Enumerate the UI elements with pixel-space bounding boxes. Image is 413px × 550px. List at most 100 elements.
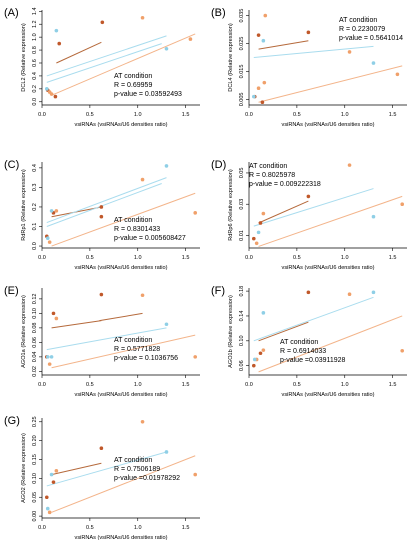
- panel-4-data-point: [99, 292, 104, 297]
- panel-5-fit-line: [258, 321, 309, 342]
- panel-0-data-point: [44, 87, 49, 91]
- panel-6-data-point: [47, 510, 52, 515]
- panel-4-letter: (E): [4, 285, 19, 297]
- panel-5-data-point: [252, 357, 257, 362]
- panel-6-data-point: [49, 472, 54, 477]
- panel-2-data-point: [140, 177, 145, 182]
- panel-4-data-point: [49, 355, 54, 359]
- panel-3-data-point: [256, 230, 261, 235]
- panel-5-annotation-line: p-value =0.03911928: [280, 357, 346, 364]
- panel-1-fit-line: [253, 45, 374, 58]
- panel-5-data-point: [347, 292, 352, 297]
- panel-3-y-tick-label: 0.01: [239, 230, 245, 241]
- panel-6-y-tick-label: 0.15: [32, 454, 38, 465]
- panel-6-data-point: [164, 450, 169, 454]
- panel-6-letter: (G): [4, 415, 20, 427]
- panel-0-data-point: [54, 28, 59, 33]
- panel-5-y-tick-label: 0.18: [239, 286, 245, 297]
- panel-4-data-point: [193, 355, 198, 359]
- panel-6-y-tick-label: 0.20: [32, 435, 38, 446]
- panel-6-data-point: [45, 506, 50, 511]
- panel-2-x-tick-label: 1.5: [182, 255, 190, 261]
- panel-3-annotation-line: AT condition: [249, 163, 287, 170]
- panel-6-data-point: [51, 480, 56, 484]
- panel-3-data-point: [400, 202, 405, 207]
- panel-5-data-point: [306, 290, 311, 295]
- panel-5-x-axis-title: vsiRNAs (vsiRNAs/U6 densities ratio): [282, 392, 375, 398]
- panel-0-data-point: [100, 20, 105, 25]
- panel-2-data-point: [49, 209, 54, 213]
- panel-5-fit-line: [258, 315, 403, 373]
- panel-5-x-tick-label: 1.5: [389, 382, 397, 388]
- panel-5-x-tick-label: 0.0: [245, 382, 253, 388]
- panel-1-data-point: [256, 86, 261, 91]
- panel-6-annotation-line: p-value =0.01978292: [114, 475, 180, 482]
- panel-6-y-tick-label: 0.25: [32, 416, 38, 427]
- panel-4-x-tick-label: 1.5: [182, 382, 190, 388]
- panel-4-y-axis-title: AGO1a (Relative expression): [21, 295, 27, 368]
- panel-0-annotation-line: p-value = 0.03592493: [114, 91, 182, 98]
- panel-6-x-tick-label: 0.5: [86, 525, 94, 531]
- panel-3-x-axis-title: vsiRNAs (vsiRNAs/U6 densities ratio): [282, 265, 375, 271]
- panel-4-y-tick-label: 0.02: [32, 366, 38, 377]
- panel-3-fit-line: [253, 188, 374, 227]
- panel-0-annotation-line: AT condition: [114, 73, 152, 80]
- panel-2-letter: (C): [4, 159, 19, 171]
- panel-4-fit-line: [51, 320, 102, 329]
- panel-0-fit-line: [56, 41, 102, 64]
- panel-0-fit-line: [46, 35, 167, 77]
- panel-1-data-point: [261, 38, 266, 43]
- panel-2-fit-line: [46, 183, 162, 227]
- panel-1-data-point: [260, 100, 265, 105]
- panel-1-y-axis-title: DCL4 (Relative expression): [228, 23, 234, 92]
- panel-0-x-axis-title: vsiRNAs (vsiRNAs/U6 densities ratio): [75, 122, 168, 128]
- panel-2-x-tick-label: 1.0: [134, 255, 142, 261]
- panel-6-annotation-line: AT condition: [114, 457, 152, 464]
- panel-2-data-point: [164, 164, 169, 168]
- panel-2-fit-line: [46, 177, 167, 224]
- panel-5-data-point: [261, 348, 266, 352]
- panel-6-y-tick-label: 0.00: [32, 511, 38, 522]
- panel-2-y-tick-label: 0.3: [32, 184, 38, 192]
- panel-3-annotation-line: R = 0.8025978: [249, 172, 295, 179]
- panel-4-x-tick-label: 0.0: [38, 382, 46, 388]
- panel-5-data-point: [251, 363, 256, 368]
- panel-1-fit-line: [258, 40, 309, 50]
- panel-4-annotation-line: R = 0.5771828: [114, 346, 160, 353]
- panel-1-y-tick-label: 0.015: [239, 65, 245, 79]
- panel-0-y-tick-label: 0.2: [32, 85, 38, 93]
- panel-2-y-tick-label: 0.2: [32, 203, 38, 211]
- panel-0-x-tick-label: 0.0: [38, 112, 46, 118]
- panel-1-fit-line: [258, 65, 403, 103]
- panel-3-y-tick-label: 0.05: [239, 168, 245, 179]
- panel-3-fit-line: [258, 200, 309, 224]
- panel-1-x-tick-label: 1.5: [389, 112, 397, 118]
- panel-6-fit-line: [51, 462, 102, 476]
- panel-6-fit-line: [51, 455, 196, 513]
- panel-3-data-point: [371, 214, 376, 219]
- panel-0-y-tick-label: 1.2: [32, 20, 38, 28]
- panel-5-data-point: [400, 348, 405, 353]
- panel-5-x-tick-label: 1.0: [341, 382, 349, 388]
- panel-0-x-tick-label: 0.5: [86, 112, 94, 118]
- panel-2-y-tick-label: 0.4: [32, 164, 38, 172]
- panel-0-data-point: [188, 37, 193, 41]
- panel-3-y-axis-title: RdRp6 (Relative expression): [228, 169, 234, 241]
- panel-5-y-tick-label: 0.06: [239, 360, 245, 371]
- panel-2-data-point: [193, 211, 198, 215]
- panel-2-y-tick-label: 0.0: [32, 242, 38, 250]
- panel-4-fit-line: [46, 327, 167, 351]
- panel-2-data-point: [47, 240, 52, 244]
- panel-1-x-tick-label: 0.5: [293, 112, 301, 118]
- panel-4-y-tick-label: 0.12: [32, 294, 38, 305]
- panel-4-data-point: [47, 362, 52, 366]
- panel-2-annotation-line: p-value = 0.005608427: [114, 235, 186, 242]
- panel-2-x-tick-label: 0.0: [38, 255, 46, 261]
- panel-0-y-tick-label: 0.4: [32, 72, 38, 80]
- panel-0-fit-line: [46, 43, 162, 83]
- panel-4-data-point: [54, 316, 59, 321]
- panel-4-y-tick-label: 0.10: [32, 308, 38, 319]
- panel-1-data-point: [256, 33, 261, 37]
- panel-0-y-tick-label: 0.0: [32, 98, 38, 106]
